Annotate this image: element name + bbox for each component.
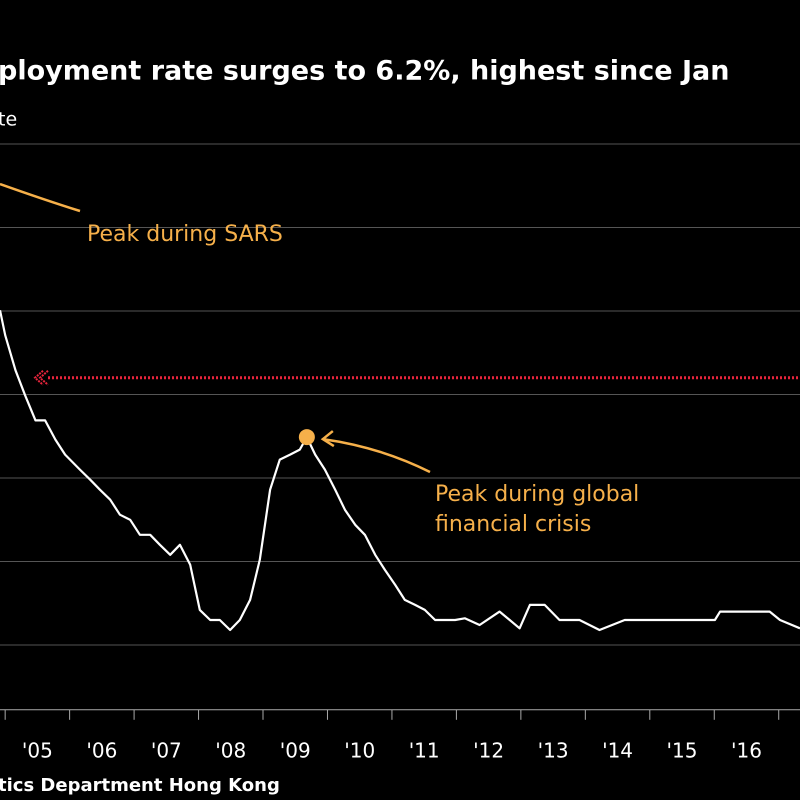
annotation: Peak during global: [435, 482, 639, 507]
x-tick-label: '10: [344, 739, 375, 763]
annotation-connector: [0, 182, 81, 213]
x-tick-label: '14: [602, 739, 633, 763]
source: tics Department Hong Kong: [0, 775, 280, 796]
x-tick-label: '16: [731, 739, 762, 763]
annotation-arrow: [320, 430, 335, 448]
x-tick-label: '13: [538, 739, 569, 763]
annotation: financial crisis: [435, 512, 591, 537]
x-tick-label: '12: [473, 739, 504, 763]
annotation: Peak during SARS: [87, 222, 283, 247]
reference-arrow: [33, 370, 49, 386]
x-tick-label: '05: [22, 739, 53, 763]
x-tick-label: '11: [409, 739, 440, 763]
x-tick-label: '09: [280, 739, 311, 763]
chart-title: ployment rate surges to 6.2%, highest si…: [0, 56, 729, 87]
x-tick-label: '15: [667, 739, 698, 763]
x-tick-label: '08: [215, 739, 246, 763]
annotation-connector: [322, 437, 431, 474]
x-tick-label: '07: [151, 739, 182, 763]
chart-subtitle: te: [0, 109, 17, 131]
annotation-dot: [298, 429, 315, 446]
x-tick-label: '06: [86, 739, 117, 763]
